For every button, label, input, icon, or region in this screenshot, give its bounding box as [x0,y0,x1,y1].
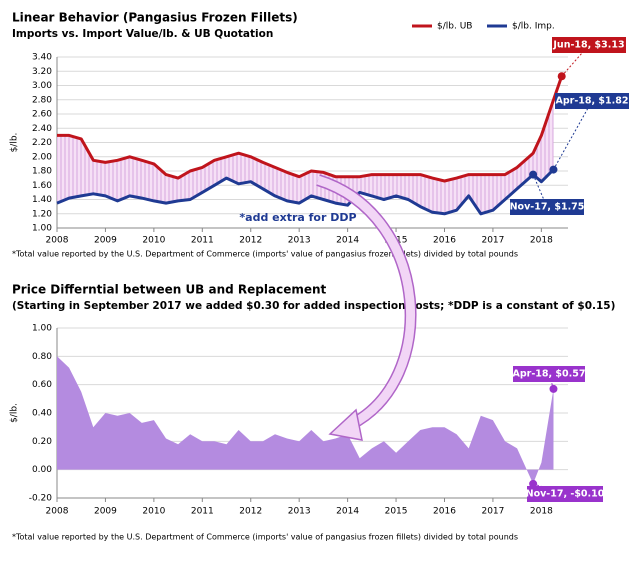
y-tick-label: 3.00 [32,81,52,91]
y-tick-label: 1.20 [32,209,52,219]
x-tick-label: 2013 [288,507,311,517]
y-tick-label: 1.60 [32,181,52,191]
x-tick-label: 2013 [288,236,311,246]
x-tick-label: 2012 [239,236,262,246]
y-tick-label: 2.40 [32,124,52,134]
x-tick-label: 2016 [433,236,456,246]
x-tick-label: 2018 [530,507,553,517]
x-tick-label: 2016 [433,507,456,517]
y-tick-label: 3.40 [32,53,52,63]
annotation-label: Apr-18, $0.57 [513,369,586,380]
y-tick-label: 0.20 [32,437,52,447]
annotation-leader [553,100,593,170]
footnote: *Total value reported by the U.S. Depart… [12,250,518,259]
x-tick-label: 2011 [191,507,214,517]
series-line [56,168,555,216]
annotation-box [513,366,585,382]
area [57,356,554,484]
y-tick-label: 1.40 [32,195,52,205]
y-tick-label: -0.20 [29,494,53,504]
annotation-box [527,486,603,502]
y-tick-label: 1.00 [32,324,52,334]
chart-title: Price Differntial between UB and Replace… [12,283,327,297]
series-line [57,75,564,183]
y-tick-label: 1.80 [32,167,52,177]
annotation-box [552,37,626,53]
y-tick-label: 0.80 [32,352,52,362]
annotation-label: Apr-18, $1.82 [556,96,629,107]
annotated-point [549,165,558,174]
y-tick-label: 2.00 [32,152,52,162]
legend-label: $/lb. UB [437,22,472,32]
annotated-point [549,384,558,393]
chart-title: Linear Behavior (Pangasius Frozen Fillet… [12,11,298,25]
annotated-point [529,479,538,488]
y-tick-label: 0.60 [32,380,52,390]
x-tick-label: 2009 [94,236,117,246]
y-tick-label: 2.80 [32,95,52,105]
y-tick-label: 2.20 [32,138,52,148]
annotation-box [555,93,629,109]
x-tick-label: 2018 [530,236,553,246]
y-tick-label: 2.60 [32,110,52,120]
annotation-label: Nov-17, $1.75 [510,202,585,213]
x-tick-label: 2017 [481,507,504,517]
chart-subtitle: Imports vs. Import Value/lb. & UB Quotat… [12,28,273,40]
chart-subtitle: (Starting in September 2017 we added $0.… [12,300,615,312]
x-tick-label: 2014 [336,507,359,517]
x-tick-label: 2017 [481,236,504,246]
x-tick-label: 2009 [94,507,117,517]
x-tick-label: 2012 [239,507,262,517]
y-tick-label: 0.00 [32,465,52,475]
annotation: *add extra for DDP [239,211,356,224]
annotation-label: Jun-18, $3.13 [552,40,624,51]
x-tick-label: 2011 [191,236,214,246]
annotated-point [529,170,538,179]
spread-area [57,99,554,214]
ddp-arrow [316,174,417,441]
annotation-leader [561,44,590,77]
footnote: *Total value reported by the U.S. Depart… [12,533,518,542]
y-tick-label: 3.20 [32,67,52,77]
x-tick-label: 2010 [142,236,165,246]
x-tick-label: 2014 [336,236,359,246]
y-axis-label: $/lb. [10,403,20,423]
x-tick-label: 2010 [142,507,165,517]
annotated-point [557,72,566,81]
y-tick-label: 1.00 [32,224,52,234]
x-tick-label: 2008 [46,507,69,517]
legend-label: $/lb. Imp. [512,22,555,32]
annotation-box [510,199,584,215]
annotation-label: Nov-17, -$0.10 [526,489,605,500]
y-tick-label: 0.40 [32,409,52,419]
x-tick-label: 2008 [46,236,69,246]
y-axis-label: $/lb. [10,133,20,153]
x-tick-label: 2015 [385,507,408,517]
